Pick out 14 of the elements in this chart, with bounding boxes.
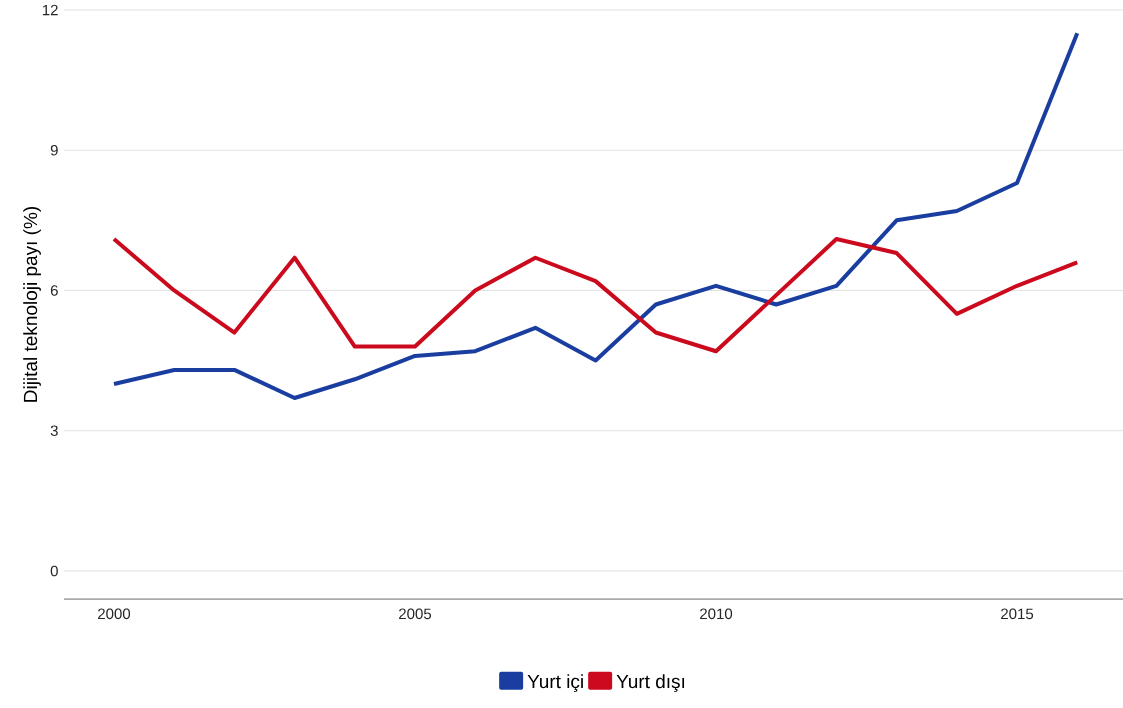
y-tick-label: 6 bbox=[50, 285, 58, 296]
x-tick-label: 2015 bbox=[1001, 608, 1034, 620]
line-series bbox=[111, 237, 1080, 354]
line-series bbox=[111, 31, 1080, 400]
y-tick-label: 12 bbox=[42, 4, 58, 16]
x-tick-label: 2000 bbox=[98, 608, 131, 620]
y-tick-label: 9 bbox=[50, 144, 58, 156]
y-tick-label: 0 bbox=[50, 565, 58, 577]
x-tick-label: 2005 bbox=[399, 608, 432, 620]
legend-label: Yurt içi bbox=[527, 674, 583, 693]
y-axis-title: Dijital teknoloji payı (%) bbox=[23, 206, 41, 402]
y-tick-label: 3 bbox=[50, 425, 58, 437]
x-tick-label: 2010 bbox=[700, 608, 733, 620]
legend-label: Yurt dışı bbox=[616, 674, 685, 693]
